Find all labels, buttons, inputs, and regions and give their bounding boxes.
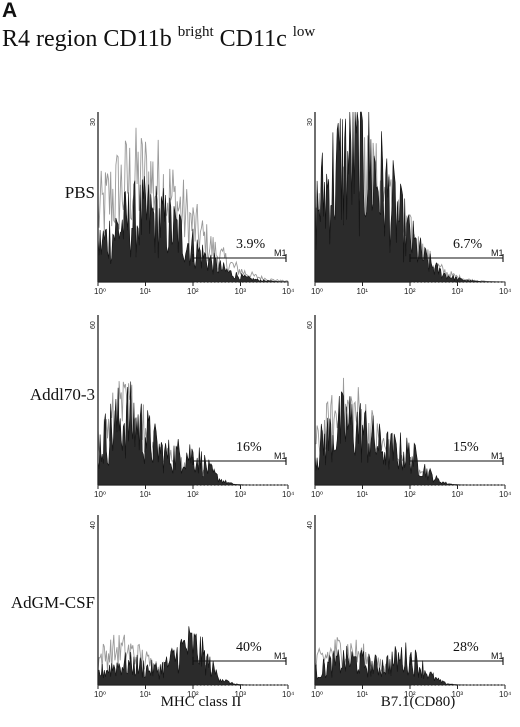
- gate-m1-label: M1: [491, 651, 504, 661]
- y-axis-max-label: 30: [90, 118, 97, 126]
- x-tick-label: 10¹: [140, 690, 152, 699]
- row-label-pbs: PBS: [64, 183, 95, 202]
- x-tick-label: 10⁴: [499, 287, 512, 296]
- x-tick-label: 10²: [187, 490, 199, 499]
- x-tick-label: 10¹: [357, 490, 369, 499]
- row-label-addl70-3: Addl70-3: [29, 385, 95, 404]
- x-tick-label: 10²: [187, 690, 199, 699]
- histogram-addl70-3-b7-1-cd80: 60 10⁰ 10¹ 10² 10³ 10⁴ M1 15%: [307, 315, 512, 499]
- x-tick-label: 10³: [452, 490, 464, 499]
- x-tick-label: 10²: [404, 690, 416, 699]
- x-tick-label: 10⁰: [311, 490, 323, 499]
- x-tick-label: 10²: [404, 490, 416, 499]
- title-superscript-bright: bright: [177, 24, 214, 40]
- column-label-mhc-class-ii: MHC class II: [160, 694, 242, 710]
- x-tick-label: 10³: [452, 287, 464, 296]
- histogram-addl70-3-mhc-class-ii: 60 10⁰ 10¹ 10² 10³ 10⁴ M1 16%: [90, 315, 295, 499]
- x-tick-label: 10⁴: [499, 690, 512, 699]
- x-tick-label: 10⁰: [311, 690, 323, 699]
- gate-percent-label: 40%: [236, 640, 262, 655]
- gate-m1-label: M1: [274, 451, 287, 461]
- gate-percent-label: 6.7%: [453, 237, 483, 252]
- figure-title: R4 region CD11b bright CD11c low: [2, 24, 316, 52]
- y-axis-max-label: 60: [307, 321, 314, 329]
- column-label-b7-1-cd80: B7.1(CD80): [380, 694, 456, 710]
- x-tick-label: 10⁴: [282, 490, 295, 499]
- x-tick-label: 10²: [404, 287, 416, 296]
- x-tick-label: 10⁰: [94, 490, 106, 499]
- gate-m1-label: M1: [491, 451, 504, 461]
- histogram-adgm-csf-mhc-class-ii: 40 10⁰ 10¹ 10² 10³ 10⁴ M1 40%: [90, 515, 295, 699]
- gate-percent-label: 16%: [236, 440, 262, 455]
- title-main: R4 region CD11b: [2, 26, 172, 52]
- title-mid: CD11c: [213, 26, 287, 52]
- panel-letter: A: [2, 0, 18, 22]
- x-tick-label: 10³: [235, 287, 247, 296]
- sample-histogram-series: [314, 391, 505, 486]
- x-tick-label: 10⁴: [282, 690, 295, 699]
- row-label-adgm-csf: AdGM-CSF: [10, 593, 95, 612]
- y-axis-max-label: 40: [90, 521, 97, 529]
- y-axis-max-label: 60: [90, 321, 97, 329]
- histogram-adgm-csf-b7-1-cd80: 40 10⁰ 10¹ 10² 10³ 10⁴ M1 28%: [307, 515, 512, 699]
- x-tick-label: 10⁰: [94, 287, 106, 296]
- y-axis-max-label: 30: [307, 118, 314, 126]
- x-tick-label: 10¹: [140, 287, 152, 296]
- title-superscript-low: low: [292, 24, 316, 40]
- sample-histogram-series: [314, 111, 506, 283]
- x-tick-label: 10²: [187, 287, 199, 296]
- gate-percent-label: 15%: [453, 440, 479, 455]
- sample-histogram-series: [97, 176, 289, 283]
- gate-m1-label: M1: [274, 248, 287, 258]
- x-tick-label: 10⁰: [311, 287, 323, 296]
- x-tick-label: 10¹: [357, 690, 369, 699]
- gate-percent-label: 3.9%: [236, 237, 266, 252]
- gate-m1-label: M1: [274, 651, 287, 661]
- x-tick-label: 10³: [452, 690, 464, 699]
- gate-m1-label: M1: [491, 248, 504, 258]
- x-tick-label: 10⁴: [499, 490, 512, 499]
- x-tick-label: 10³: [235, 490, 247, 499]
- histogram-pbs-b7-1-cd80: 30 10⁰ 10¹ 10² 10³ 10⁴ M1 6.7%: [307, 111, 512, 296]
- y-axis-max-label: 40: [307, 521, 314, 529]
- x-tick-label: 10⁴: [282, 287, 295, 296]
- control-histogram-series: [97, 127, 289, 283]
- x-tick-label: 10⁰: [94, 690, 106, 699]
- gate-percent-label: 28%: [453, 640, 479, 655]
- x-tick-label: 10³: [235, 690, 247, 699]
- x-tick-label: 10¹: [140, 490, 152, 499]
- x-tick-label: 10¹: [357, 287, 369, 296]
- histogram-pbs-mhc-class-ii: 30 10⁰ 10¹ 10² 10³ 10⁴ M1 3.9%: [90, 112, 295, 296]
